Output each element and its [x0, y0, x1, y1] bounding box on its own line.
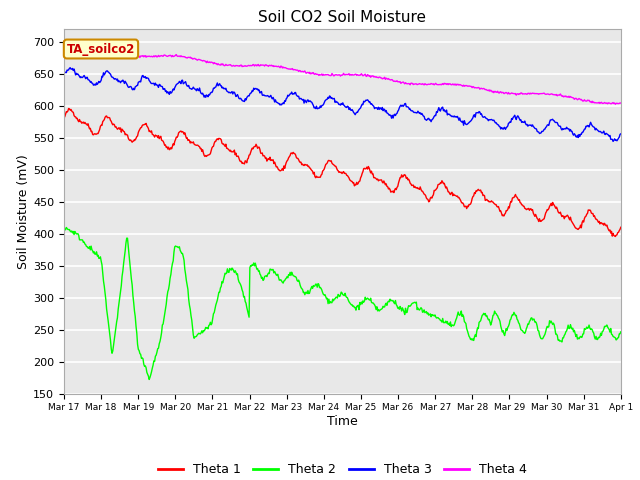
Title: Soil CO2 Soil Moisture: Soil CO2 Soil Moisture	[259, 10, 426, 25]
Y-axis label: Soil Moisture (mV): Soil Moisture (mV)	[17, 154, 30, 269]
Text: TA_soilco2: TA_soilco2	[67, 43, 135, 56]
Legend: Theta 1, Theta 2, Theta 3, Theta 4: Theta 1, Theta 2, Theta 3, Theta 4	[153, 458, 532, 480]
X-axis label: Time: Time	[327, 415, 358, 428]
